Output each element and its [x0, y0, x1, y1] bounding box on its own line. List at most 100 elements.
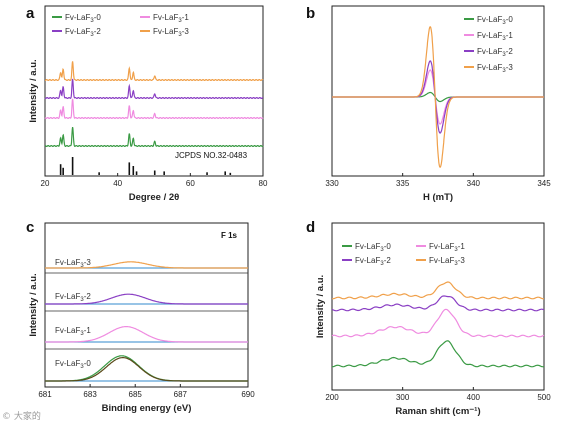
panel-letter-d: d	[306, 219, 315, 236]
panel-a-xrd: 20 40 60 80 Degree / 2θ Intensity / a.u. JCPDS…	[28, 5, 268, 203]
b-series-3	[332, 26, 544, 168]
a-legend-label-0-sub: 3	[90, 18, 94, 24]
b-legend-label-3-sub: 3	[502, 68, 506, 74]
c-series-label-0-sub: 3	[80, 364, 84, 370]
a-legend-label-1: Fv-LaF3-1	[153, 13, 189, 24]
b-xtick-label-2: 340	[467, 179, 481, 188]
a-legend-label-3-part: Fv-LaF	[153, 27, 178, 36]
b-legend-label-1-sub: 3	[502, 36, 506, 42]
a-xtick-label-0: 20	[41, 179, 50, 188]
c-series-3	[45, 261, 248, 269]
b-frame	[331, 5, 545, 177]
c-series-label-1-part: Fv-LaF	[55, 326, 80, 335]
c-series-label-1: Fv-LaF3-1	[55, 326, 91, 337]
a-xtick-label-2: 60	[186, 179, 195, 188]
a-frame	[44, 5, 264, 177]
c-series-label-2-suffix: -2	[84, 292, 92, 301]
c-series-label-0: Fv-LaF3-0	[55, 359, 91, 370]
d-xtick-label-0: 200	[325, 393, 339, 402]
a-legend-label-1-suffix: -1	[182, 13, 190, 22]
a-xtick-label-3: 80	[259, 179, 268, 188]
d-legend-label-3-suffix: -3	[458, 256, 466, 265]
c-xtick-label-3: 687	[174, 390, 188, 399]
d-legend-label-3: Fv-LaF3-3	[429, 256, 465, 267]
d-xtick-label-2: 400	[467, 393, 481, 402]
c-xtick-label-1: 683	[83, 390, 97, 399]
d-series-3	[331, 281, 544, 300]
d-legend-label-1-part: Fv-LaF	[429, 242, 454, 251]
panel-letter-c: c	[26, 219, 34, 236]
a-xtick-label-1: 40	[113, 179, 122, 188]
c-xtick-label-4: 690	[241, 390, 255, 399]
c-series-label-3: Fv-LaF3-3	[55, 258, 91, 269]
b-xtick-label-1: 335	[396, 179, 410, 188]
d-legend-label-3-sub: 3	[454, 261, 458, 267]
a-series-1	[44, 98, 264, 119]
b-legend-label-2-suffix: -2	[506, 47, 514, 56]
b-legend-label-3-part: Fv-LaF	[477, 63, 502, 72]
d-legend-label-0: Fv-LaF3-0	[355, 242, 391, 253]
a-legend-label-1-part: Fv-LaF	[153, 13, 178, 22]
a-legend-label-0-part: Fv-LaF	[65, 13, 90, 22]
d-xlabel: Raman shift (cm⁻¹)	[395, 406, 480, 417]
a-legend-label-2: Fv-LaF3-2	[65, 27, 101, 38]
d-legend-label-1-suffix: -1	[458, 242, 466, 251]
b-xtick-label-3: 345	[537, 179, 551, 188]
d-legend-label-0-part: Fv-LaF	[355, 242, 380, 251]
c-series-fit-0	[45, 357, 248, 382]
a-legend-label-2-part: Fv-LaF	[65, 27, 90, 36]
b-legend-label-2: Fv-LaF3-2	[477, 47, 513, 58]
b-legend-label-1-suffix: -1	[506, 31, 514, 40]
a-series-3	[45, 61, 264, 81]
c-xtick-label-2: 685	[129, 390, 143, 399]
d-series-0	[331, 340, 545, 368]
d-legend-label-1-sub: 3	[454, 247, 458, 253]
b-legend-label-0-part: Fv-LaF	[477, 15, 502, 24]
a-ylabel: Intensity / a.u.	[28, 59, 39, 122]
d-xtick-label-1: 300	[396, 393, 410, 402]
a-legend-label-0-suffix: -0	[94, 13, 102, 22]
panel-letter-b: b	[306, 5, 315, 22]
b-legend-label-0-sub: 3	[502, 20, 506, 26]
b-legend-label-1: Fv-LaF3-1	[477, 31, 513, 42]
d-legend-label-2-part: Fv-LaF	[355, 256, 380, 265]
d-legend-label-2-sub: 3	[380, 261, 384, 267]
c-xlabel: Binding energy (eV)	[102, 403, 192, 414]
c-series-label-0-part: Fv-LaF	[55, 359, 80, 368]
b-legend-label-3: Fv-LaF3-3	[477, 63, 513, 74]
d-legend-label-2: Fv-LaF3-2	[355, 256, 391, 267]
b-legend-label-2-part: Fv-LaF	[477, 47, 502, 56]
c-annotation: F 1s	[221, 231, 238, 240]
a-xlabel: Degree / 2θ	[129, 192, 180, 203]
d-legend-label-0-sub: 3	[380, 247, 384, 253]
c-frame	[44, 222, 249, 388]
a-legend-label-1-sub: 3	[178, 18, 182, 24]
a-ref-label: JCPDS NO.32-0483	[175, 151, 248, 160]
panel-c-xps: 681 683 685 687 690 Binding energy (eV) Intens…	[28, 222, 255, 414]
c-series-label-3-sub: 3	[80, 263, 84, 269]
d-series-2	[331, 295, 545, 312]
b-legend-label-0-suffix: -0	[506, 15, 514, 24]
b-legend-label-1-part: Fv-LaF	[477, 31, 502, 40]
b-xtick-label-0: 330	[325, 179, 339, 188]
watermark-text: © 大家的	[2, 412, 41, 422]
a-legend-label-3-suffix: -3	[182, 27, 190, 36]
c-series-label-0-suffix: -0	[84, 359, 92, 368]
d-legend-label-2-suffix: -2	[384, 256, 392, 265]
a-series-2	[44, 78, 264, 99]
d-legend-label-1: Fv-LaF3-1	[429, 242, 465, 253]
b-legend-label-0: Fv-LaF3-0	[477, 15, 513, 26]
d-frame	[331, 222, 545, 391]
d-legend-label-3-part: Fv-LaF	[429, 256, 454, 265]
c-series-label-3-suffix: -3	[84, 258, 92, 267]
a-legend-label-3-sub: 3	[178, 32, 182, 38]
a-legend-label-0: Fv-LaF3-0	[65, 13, 101, 24]
d-legend-label-0-suffix: -0	[384, 242, 392, 251]
c-series-label-1-suffix: -1	[84, 326, 92, 335]
d-series-1	[331, 308, 545, 338]
a-legend-label-2-suffix: -2	[94, 27, 102, 36]
b-legend-label-2-sub: 3	[502, 52, 506, 58]
d-xtick-label-3: 500	[537, 393, 551, 402]
